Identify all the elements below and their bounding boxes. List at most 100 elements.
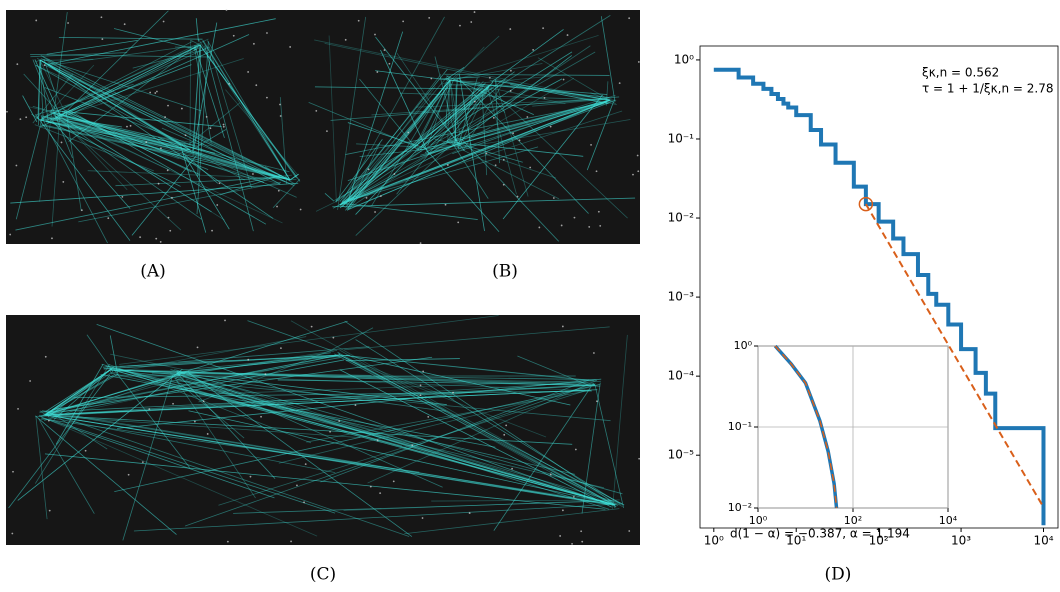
network-node — [407, 132, 409, 134]
network-node — [203, 400, 205, 402]
network-node — [574, 217, 576, 219]
network-node — [253, 43, 255, 45]
network-node — [266, 97, 268, 99]
network-node — [402, 21, 404, 23]
network-node — [474, 11, 476, 13]
network-node — [503, 434, 505, 436]
network-node — [139, 236, 141, 238]
network-node — [512, 132, 514, 134]
network-node — [210, 127, 212, 129]
network-node — [169, 230, 171, 232]
network-node — [172, 403, 174, 405]
network-node — [575, 449, 577, 451]
network-node — [48, 420, 50, 422]
network-node — [51, 237, 53, 239]
network-node — [489, 77, 491, 79]
network-node — [563, 79, 565, 81]
network-node — [149, 92, 151, 94]
network-node — [226, 9, 228, 11]
network-node — [45, 356, 47, 358]
network-node — [561, 225, 563, 227]
network-node — [130, 125, 132, 127]
network-node — [9, 234, 11, 236]
network-node — [457, 222, 459, 224]
network-node — [300, 209, 302, 211]
network-node — [374, 211, 376, 213]
network-node — [529, 167, 531, 169]
network-node — [503, 184, 505, 186]
network-node — [495, 164, 497, 166]
network-node — [181, 108, 183, 110]
network-node — [185, 134, 187, 136]
network-node — [411, 444, 413, 446]
network-node — [81, 209, 83, 211]
network-node — [637, 155, 639, 157]
network-node — [61, 142, 63, 144]
y-tick-label: 10⁻² — [668, 211, 695, 225]
network-node — [619, 82, 621, 84]
network-node — [211, 230, 213, 232]
network-node — [580, 530, 582, 532]
network-node — [156, 91, 158, 93]
network-node — [160, 241, 162, 243]
network-node — [559, 535, 561, 537]
network-node — [260, 416, 262, 418]
network-node — [430, 78, 432, 80]
network-node — [228, 83, 230, 85]
network-node — [223, 124, 225, 126]
network-node — [573, 496, 575, 498]
network-node — [101, 38, 103, 40]
network-node — [428, 17, 430, 19]
network-node — [486, 152, 488, 154]
x-tick-label: 10¹ — [786, 534, 806, 548]
network-node — [158, 183, 160, 185]
network-node — [160, 147, 162, 149]
network-node — [571, 543, 573, 545]
network-node — [265, 373, 267, 375]
x-tick-label: 10⁰ — [704, 534, 724, 548]
network-node — [628, 530, 630, 532]
annotation: τ = 1 + 1/ξκ,n = 2.78 — [922, 82, 1054, 96]
network-node — [380, 195, 382, 197]
network-node — [632, 174, 634, 176]
network-node — [366, 197, 368, 199]
network-node — [420, 394, 422, 396]
network-node — [11, 533, 13, 535]
network-node — [470, 21, 472, 23]
network-node — [16, 63, 18, 65]
y-tick-label: 10⁻⁵ — [668, 448, 695, 462]
network-node — [311, 326, 313, 328]
y-tick-label: 10⁰ — [734, 339, 753, 352]
network-node — [596, 170, 598, 172]
network-node — [280, 115, 282, 117]
network-node — [145, 141, 147, 143]
network-node — [101, 16, 103, 18]
network-node — [280, 347, 282, 349]
network-node — [553, 197, 555, 199]
x-tick-label: 10² — [844, 514, 862, 527]
network-node — [227, 541, 229, 543]
y-tick-label: 10⁻⁴ — [668, 369, 695, 383]
figure: (A) (B) (C) (D) ξκ,n = 0.562 τ = 1 + 1/ξ… — [0, 0, 1060, 588]
network-node — [19, 118, 21, 120]
network-node — [509, 28, 511, 30]
network-node — [276, 206, 278, 208]
y-tick-label: 10⁻¹ — [668, 131, 695, 145]
network-node — [266, 32, 268, 34]
network-node — [85, 450, 87, 452]
network-node — [17, 408, 19, 410]
network-node — [15, 165, 17, 167]
network-node — [303, 501, 305, 503]
network-node — [505, 424, 507, 426]
network-node — [296, 485, 298, 487]
network-node — [107, 217, 109, 219]
network-node — [374, 34, 376, 36]
y-tick-label: 10⁻³ — [668, 290, 695, 304]
network-node — [394, 173, 396, 175]
network-node — [538, 227, 540, 229]
network-node — [588, 226, 590, 228]
network-node — [420, 242, 422, 244]
network-node — [628, 17, 630, 19]
network-node — [35, 20, 37, 22]
panel-label: (B) — [492, 262, 518, 282]
